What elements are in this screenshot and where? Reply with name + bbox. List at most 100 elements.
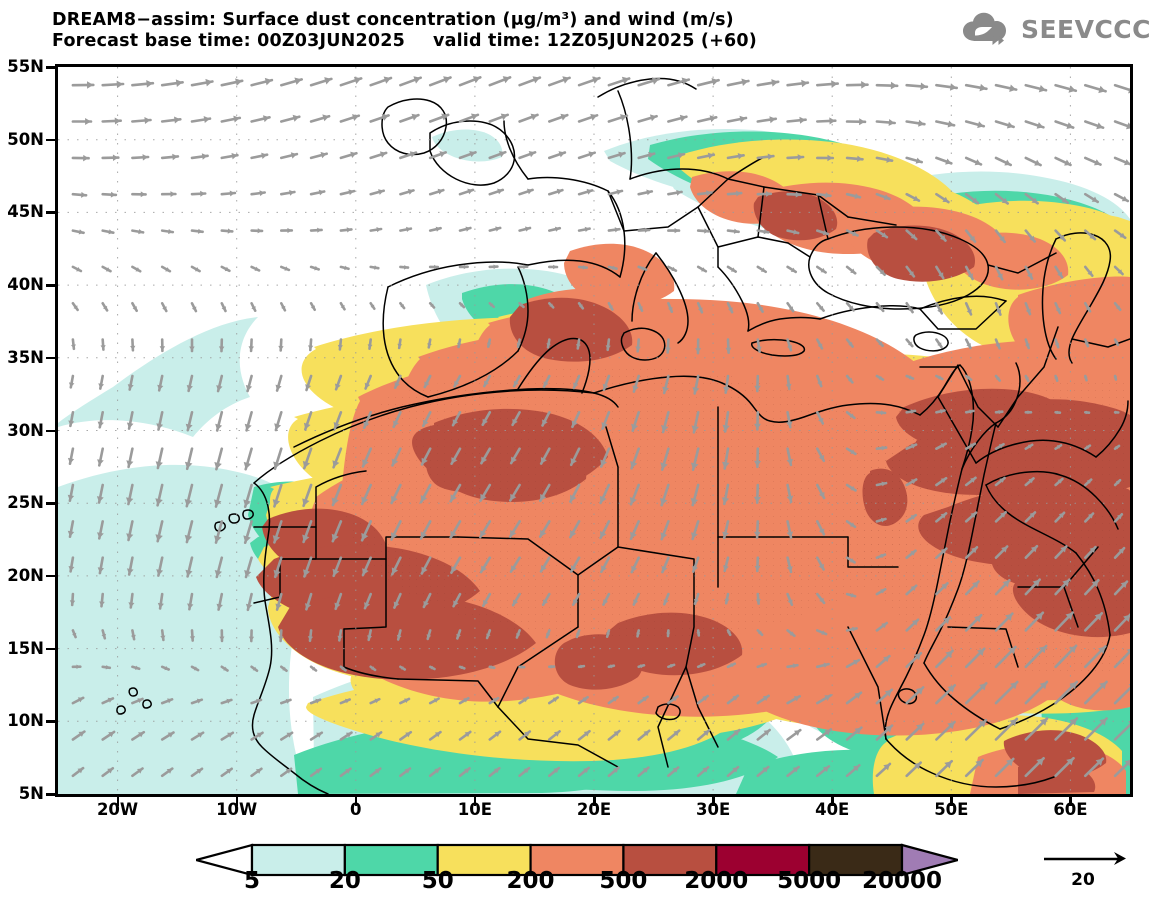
wind-arrow-head xyxy=(878,341,883,346)
wind-arrow-head xyxy=(1128,720,1130,724)
wind-reference-arrow-icon xyxy=(1044,852,1126,865)
wind-arrow-head xyxy=(67,457,75,464)
wind-arrow-head xyxy=(546,632,551,638)
wind-arrow-head xyxy=(98,383,104,389)
wind-arrow-head xyxy=(884,725,893,733)
wind-arrow-head xyxy=(184,461,193,469)
valid-time: valid time: 12Z05JUN2025 (+60) xyxy=(432,31,757,51)
wind-arrow-head xyxy=(214,570,222,577)
wind-arrow-head xyxy=(334,602,341,609)
wind-arrow-head xyxy=(576,632,581,637)
wind-arrow-head xyxy=(1029,512,1035,518)
wind-arrow-head xyxy=(1117,514,1122,520)
wind-arrow-head xyxy=(331,533,339,542)
wind-arrow-head xyxy=(785,383,792,389)
wind-arrow-head xyxy=(307,636,314,641)
wind-arrow-head xyxy=(918,119,925,127)
wind-arrow-head xyxy=(278,345,284,351)
wind-arrow-head xyxy=(999,236,1005,242)
wind-arrow-head xyxy=(137,768,143,774)
wind-arrow-head xyxy=(108,731,115,738)
wind-arrow-head xyxy=(754,423,761,430)
wind-arrow-head xyxy=(256,732,263,738)
wind-arrow-head xyxy=(433,264,438,270)
wind-arrow-head xyxy=(1001,546,1008,553)
wind-arrow-head xyxy=(285,768,292,774)
wind-arrow-head xyxy=(226,768,232,774)
wind-arrow-head xyxy=(1065,612,1073,620)
wind-arrow-head xyxy=(1114,340,1119,345)
wind-arrow-head xyxy=(1054,376,1058,381)
wind-arrow-head xyxy=(516,342,522,347)
wind-arrow-head xyxy=(404,265,408,270)
wind-arrow-head xyxy=(999,478,1005,483)
wind-arrow-head xyxy=(702,767,709,773)
wind-arrow-head xyxy=(78,229,84,235)
wind-arrow-head xyxy=(794,730,801,736)
wind-arrow-head xyxy=(703,730,710,736)
wind-arrow-head xyxy=(130,345,136,351)
wind-arrow-head xyxy=(947,722,955,730)
wind-arrow-head xyxy=(608,305,613,310)
lat-tick-label: 15N xyxy=(7,638,44,658)
wind-arrow-head xyxy=(641,266,647,271)
wind-arrow-head xyxy=(302,498,310,506)
wind-arrow-head xyxy=(189,346,195,351)
lat-tick-label: 35N xyxy=(7,347,44,367)
wind-arrow-head xyxy=(273,461,281,469)
wind-arrow-head xyxy=(546,343,551,348)
wind-arrow-head xyxy=(1124,759,1130,767)
wind-arrow-head xyxy=(345,768,351,774)
wind-arrow-head xyxy=(665,347,671,353)
wind-arrow-head xyxy=(1005,613,1013,621)
wind-arrow-head xyxy=(937,342,942,347)
colorbar-segment xyxy=(529,843,625,877)
wind-arrow-head xyxy=(315,768,321,774)
wind-arrow-head xyxy=(302,534,310,542)
wind-arrow-head xyxy=(435,226,441,232)
wind-arrow-head xyxy=(967,376,972,380)
wind-arrow-head xyxy=(1066,758,1074,766)
wind-arrow-head xyxy=(789,631,795,636)
wind-arrow-head xyxy=(969,235,975,242)
wind-arrow-head xyxy=(126,460,134,467)
wind-arrow-head xyxy=(910,233,917,239)
wind-arrow-head xyxy=(600,459,608,467)
wind-arrow-head xyxy=(422,419,429,426)
wind-arrow-head xyxy=(945,650,953,659)
wind-arrow-head xyxy=(640,664,644,669)
wind-arrow-head xyxy=(610,664,614,669)
wind-arrow-head xyxy=(756,346,762,352)
wind-arrow-head xyxy=(629,497,637,505)
wind-arrow-head xyxy=(760,267,766,272)
wind-arrow-head xyxy=(788,306,794,312)
wind-arrow-head xyxy=(287,227,292,234)
wind-arrow-head xyxy=(231,152,238,160)
wind-arrow-head xyxy=(281,305,286,311)
wind-arrow-head xyxy=(393,420,399,427)
wind-arrow-head xyxy=(126,497,134,505)
wind-arrow-head xyxy=(848,377,853,383)
wind-arrow-head xyxy=(588,151,595,158)
wind-arrow-head xyxy=(1098,85,1106,94)
wind-arrow-head xyxy=(605,345,611,350)
wind-arrow-head xyxy=(947,685,955,693)
wind-arrow-head xyxy=(799,116,806,124)
wind-arrow-head xyxy=(940,513,947,519)
wind-arrow-head xyxy=(100,345,106,350)
lat-tick-label: 40N xyxy=(7,275,44,295)
wind-arrow-head xyxy=(823,662,829,668)
wind-arrow-head xyxy=(975,760,983,768)
wind-arrow-head xyxy=(996,309,1002,315)
wind-arrow-head xyxy=(612,265,617,271)
wind-arrow-head xyxy=(771,79,779,87)
wind-arrow-head xyxy=(453,600,459,607)
wind-arrow-head xyxy=(854,193,860,199)
wind-arrow-head xyxy=(350,151,357,158)
wind-arrow-head xyxy=(1028,478,1034,484)
wind-arrow-head xyxy=(457,342,462,347)
wind-arrow-head xyxy=(1027,272,1033,279)
wind-arrow-head xyxy=(324,77,332,85)
wind-arrow-head xyxy=(482,418,488,425)
wind-arrow-head xyxy=(1089,547,1096,553)
